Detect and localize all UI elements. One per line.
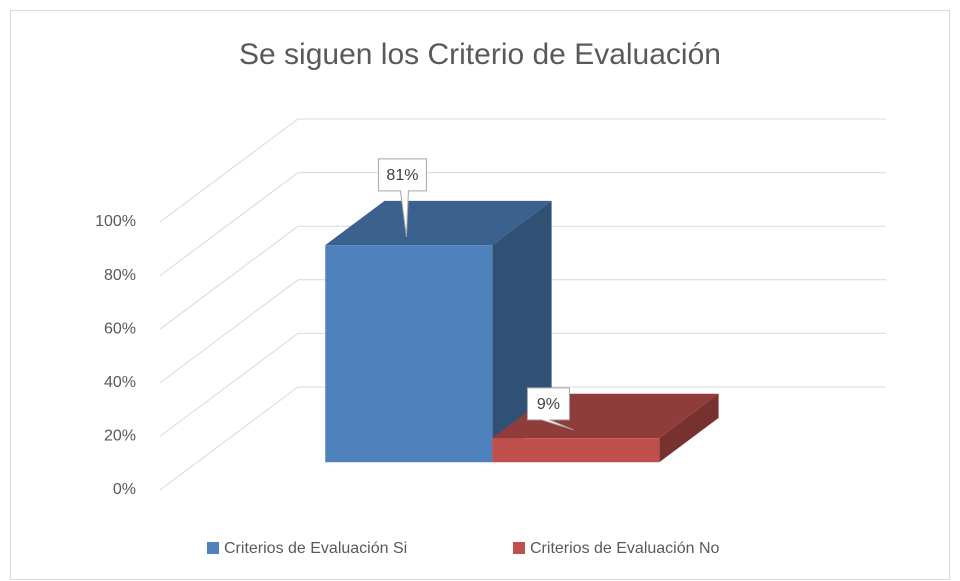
grid-line [159, 279, 299, 384]
legend-label: Criterios de Evaluación No [530, 540, 720, 557]
y-tick-label: 100% [95, 213, 136, 230]
bar-front [492, 438, 660, 463]
grid-line [159, 118, 299, 223]
grid-line [159, 386, 299, 491]
legend-swatch [207, 542, 219, 554]
bar-top [325, 200, 552, 246]
data-label-box [526, 387, 574, 431]
chart-title: Se siguen los Criterio de Evaluación [239, 38, 721, 71]
data-label: 81% [386, 167, 418, 184]
y-tick-label: 60% [104, 320, 136, 337]
legend-swatch [513, 542, 525, 554]
grid-line [159, 332, 299, 437]
grid-line [159, 225, 299, 330]
y-tick-label: 40% [104, 374, 136, 391]
legend-label: Criterios de Evaluación Si [224, 540, 407, 557]
data-label-box [377, 158, 427, 237]
y-tick-label: 20% [104, 428, 136, 445]
y-tick-label: 0% [113, 481, 136, 498]
data-label: 9% [537, 396, 560, 413]
bar-side [659, 393, 719, 463]
grid-line [159, 172, 299, 277]
bar-front [325, 245, 493, 463]
y-tick-label: 80% [104, 267, 136, 284]
